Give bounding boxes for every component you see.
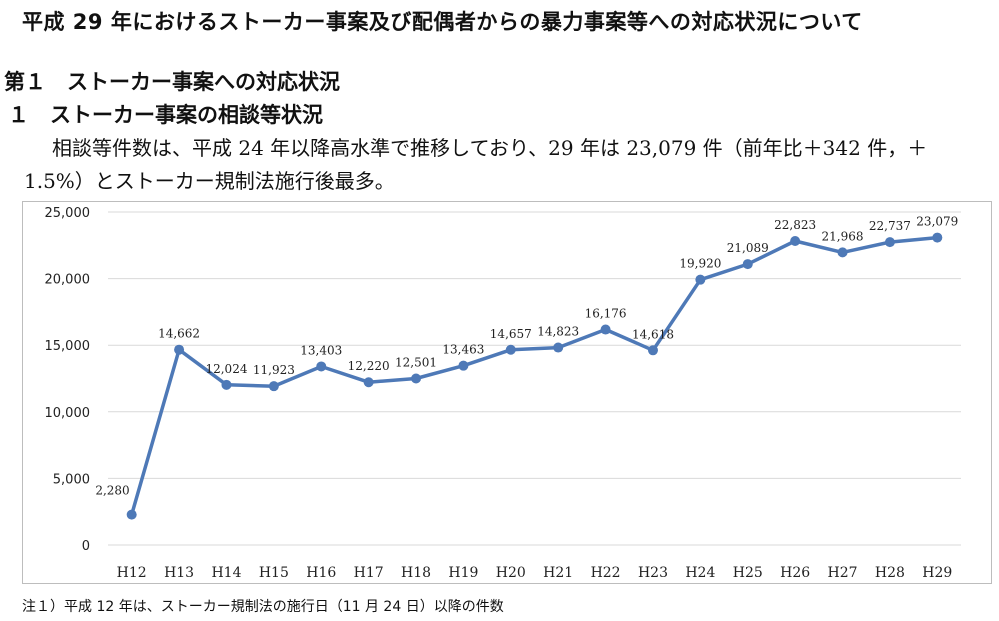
x-tick-label: H17 — [354, 565, 384, 581]
chart-footnote: 注１）平成 12 年は、ストーカー規制法の施行日（11 月 24 日）以降の件数 — [22, 599, 504, 615]
data-point — [600, 324, 611, 335]
x-tick-label: H26 — [780, 565, 810, 581]
x-tick-label: H21 — [543, 565, 573, 581]
data-point — [553, 342, 564, 353]
body-paragraph: 相談等件数は、平成 24 年以降高水準で推移しており、29 年は 23,079 … — [24, 136, 928, 193]
data-label: 2,280 — [95, 484, 129, 498]
data-point — [790, 235, 801, 246]
data-point — [316, 361, 327, 372]
x-tick-label: H16 — [306, 565, 336, 581]
y-tick-label: 5,000 — [53, 472, 90, 487]
data-point — [268, 381, 279, 392]
data-label: 12,501 — [395, 355, 437, 369]
section-heading: 第１ ストーカー事案への対応状況 — [4, 70, 340, 94]
x-tick-label: H25 — [733, 565, 763, 581]
data-label: 12,220 — [348, 359, 390, 373]
y-tick-label: 20,000 — [45, 273, 91, 288]
x-tick-label: H28 — [875, 565, 905, 581]
data-label: 21,968 — [822, 229, 864, 243]
series-line — [130, 235, 938, 516]
x-tick-label: H27 — [828, 565, 858, 581]
data-point — [884, 237, 895, 248]
data-point — [932, 232, 943, 243]
x-tick-label: H18 — [401, 565, 431, 581]
data-label: 14,662 — [158, 327, 200, 341]
data-label: 22,737 — [869, 219, 911, 233]
data-point — [458, 360, 469, 371]
data-label: 16,176 — [585, 307, 627, 321]
x-tick-label: H29 — [922, 565, 952, 581]
data-label: 13,463 — [442, 343, 484, 357]
data-point — [742, 259, 753, 270]
data-point — [837, 247, 848, 258]
data-label: 22,823 — [774, 218, 816, 232]
data-label: 14,618 — [632, 327, 674, 341]
data-label: 23,079 — [916, 215, 958, 229]
y-tick-label: 25,000 — [45, 206, 91, 221]
data-point — [647, 345, 658, 356]
x-tick-label: H15 — [259, 565, 289, 581]
document-title: 平成 29 年におけるストーカー事案及び配偶者からの暴力事案等への対応状況につい… — [22, 10, 863, 34]
x-tick-label: H13 — [164, 565, 194, 581]
data-point — [505, 344, 516, 355]
data-point — [221, 379, 232, 390]
y-tick-label: 15,000 — [45, 339, 91, 354]
y-tick-label: 10,000 — [45, 406, 91, 421]
data-point — [363, 377, 374, 388]
subsection-heading: １ ストーカー事案の相談等状況 — [8, 103, 323, 127]
x-tick-label: H24 — [685, 565, 715, 581]
data-label: 11,923 — [253, 363, 295, 377]
data-label: 21,089 — [727, 241, 769, 255]
x-tick-label: H12 — [117, 565, 147, 581]
x-tick-label: H20 — [496, 565, 526, 581]
data-label: 14,657 — [490, 327, 532, 341]
data-label: 14,823 — [537, 325, 579, 339]
data-label: 19,920 — [679, 257, 721, 271]
line-chart-container: 0 5,000 10,000 15,000 20,000 25,000 H12 H13 H14 H… — [22, 201, 992, 584]
data-point — [126, 509, 137, 520]
data-label: 12,024 — [205, 362, 247, 376]
data-point — [174, 344, 185, 355]
x-tick-label: H22 — [591, 565, 621, 581]
y-tick-label: 0 — [82, 539, 90, 554]
x-tick-label: H14 — [211, 565, 241, 581]
x-tick-label: H23 — [638, 565, 668, 581]
data-point — [695, 274, 706, 285]
line-chart: 0 5,000 10,000 15,000 20,000 25,000 H12 H13 H14 H… — [45, 206, 961, 581]
x-tick-label: H19 — [448, 565, 478, 581]
data-point — [411, 373, 422, 384]
data-label: 13,403 — [300, 343, 342, 357]
